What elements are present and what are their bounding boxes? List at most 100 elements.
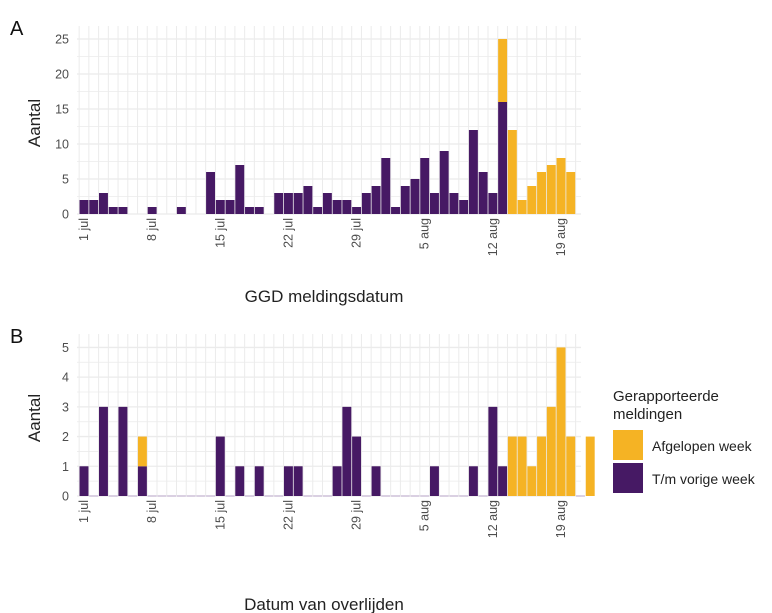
bar-tm-vorige-week	[371, 466, 381, 496]
x-tick-label: 22 jul	[281, 218, 295, 248]
y-tick-label: 3	[62, 400, 69, 414]
panel-b-chart: B 0 1 2 3 4 5 1 jul 8 jul 15 jul 22 jul 29 jul 5 aug…	[10, 326, 595, 613]
bar-tm-vorige-week	[478, 172, 488, 214]
legend-swatch-tm-vorige-week	[613, 463, 643, 493]
bar-tm-vorige-week	[245, 207, 254, 214]
bar-tm-vorige-week	[235, 466, 245, 496]
bar-tm-vorige-week	[254, 466, 264, 496]
bar-tm-vorige-week	[99, 406, 108, 496]
legend-label-afgelopen-week: Afgelopen week	[652, 438, 753, 454]
legend-label-tm-vorige-week: T/m vorige week	[652, 471, 756, 487]
bar-tm-vorige-week	[498, 466, 508, 496]
bar-tm-vorige-week	[225, 200, 235, 214]
bar-tm-vorige-week	[342, 200, 352, 214]
y-tick-label: 10	[55, 138, 69, 152]
bar-tm-vorige-week	[439, 151, 449, 214]
bar-tm-vorige-week	[79, 200, 89, 214]
y-axis-title: Aantal	[25, 99, 44, 147]
x-axis-title: Datum van overlijden	[244, 595, 404, 613]
x-tick-label: 8 jul	[145, 218, 159, 241]
bar-tm-vorige-week	[235, 165, 245, 214]
bar-tm-vorige-week	[147, 207, 157, 214]
bar-tm-vorige-week	[176, 207, 186, 214]
bar-tm-vorige-week	[332, 200, 342, 214]
y-tick-label: 0	[62, 208, 69, 222]
bar-tm-vorige-week	[99, 193, 108, 214]
bar-tm-vorige-week	[283, 466, 293, 496]
bar-tm-vorige-week	[429, 466, 439, 496]
bar-tm-vorige-week	[215, 436, 225, 496]
bar-tm-vorige-week	[410, 179, 420, 214]
legend: Gerapporteerde meldingen Afgelopen week …	[613, 388, 756, 493]
bar-tm-vorige-week	[361, 193, 371, 214]
plot-background	[77, 26, 581, 214]
legend-swatch-afgelopen-week	[613, 430, 643, 460]
y-tick-label: 5	[62, 341, 69, 355]
bar-tm-vorige-week	[293, 193, 303, 214]
bar-afgelopen-week	[556, 158, 566, 214]
bar-afgelopen-week	[507, 436, 517, 496]
legend-title-line2: meldingen	[613, 406, 682, 423]
bar-tm-vorige-week	[391, 207, 400, 214]
bar-tm-vorige-week	[254, 207, 264, 214]
bar-tm-vorige-week	[352, 207, 362, 214]
bar-afgelopen-week	[546, 406, 556, 496]
bar-afgelopen-week	[137, 436, 147, 467]
bar-afgelopen-week	[517, 200, 527, 214]
bar-tm-vorige-week	[371, 186, 381, 214]
bar-tm-vorige-week	[293, 466, 303, 496]
bar-tm-vorige-week	[449, 193, 459, 214]
bar-tm-vorige-week	[89, 200, 99, 214]
x-tick-label: 5 aug	[418, 218, 432, 249]
bar-afgelopen-week	[546, 165, 556, 214]
bar-tm-vorige-week	[352, 436, 362, 496]
y-axis-title: Aantal	[25, 394, 44, 442]
bar-afgelopen-week	[527, 186, 537, 214]
y-tick-label: 2	[62, 430, 69, 444]
bar-tm-vorige-week	[400, 186, 410, 214]
x-tick-label: 1 jul	[77, 218, 91, 241]
bar-afgelopen-week	[517, 436, 527, 496]
bar-afgelopen-week	[585, 436, 595, 496]
x-tick-label: 1 jul	[77, 500, 91, 523]
bar-tm-vorige-week	[118, 406, 128, 496]
bar-tm-vorige-week	[498, 102, 508, 214]
y-tick-label: 0	[62, 490, 69, 504]
bar-afgelopen-week	[498, 39, 508, 102]
bar-tm-vorige-week	[79, 466, 89, 496]
bar-afgelopen-week	[537, 436, 547, 496]
x-tick-label: 12 aug	[486, 500, 500, 538]
x-tick-label: 22 jul	[281, 500, 295, 530]
bar-afgelopen-week	[566, 172, 576, 214]
bar-afgelopen-week	[537, 172, 547, 214]
bar-afgelopen-week	[527, 466, 537, 496]
x-tick-label: 12 aug	[486, 218, 500, 256]
bar-afgelopen-week	[556, 347, 566, 496]
y-tick-label: 4	[62, 371, 69, 385]
bar-tm-vorige-week	[381, 158, 391, 214]
bar-tm-vorige-week	[342, 406, 352, 496]
x-tick-label: 19 aug	[554, 500, 568, 538]
panel-a-chart: A 0 5 10 15 20 25 1 jul 8 jul 15 jul 22 jul 29 jul 5…	[10, 18, 581, 306]
legend-title-line1: Gerapporteerde	[613, 388, 719, 405]
panel-letter: A	[10, 18, 24, 40]
bar-tm-vorige-week	[429, 193, 439, 214]
y-tick-label: 1	[62, 460, 69, 474]
x-tick-label: 8 jul	[145, 500, 159, 523]
y-tick-label: 5	[62, 173, 69, 187]
bar-tm-vorige-week	[459, 200, 469, 214]
bar-afgelopen-week	[507, 130, 517, 214]
bar-tm-vorige-week	[108, 207, 118, 214]
bar-tm-vorige-week	[313, 207, 323, 214]
bar-tm-vorige-week	[274, 193, 284, 214]
panel-letter: B	[10, 326, 23, 348]
bar-tm-vorige-week	[332, 466, 342, 496]
x-tick-label: 19 aug	[554, 218, 568, 256]
bar-tm-vorige-week	[322, 193, 332, 214]
bar-tm-vorige-week	[468, 130, 478, 214]
bar-tm-vorige-week	[420, 158, 430, 214]
x-tick-label: 15 jul	[213, 218, 227, 248]
x-tick-label: 29 jul	[350, 500, 364, 530]
y-tick-label: 20	[55, 68, 69, 82]
